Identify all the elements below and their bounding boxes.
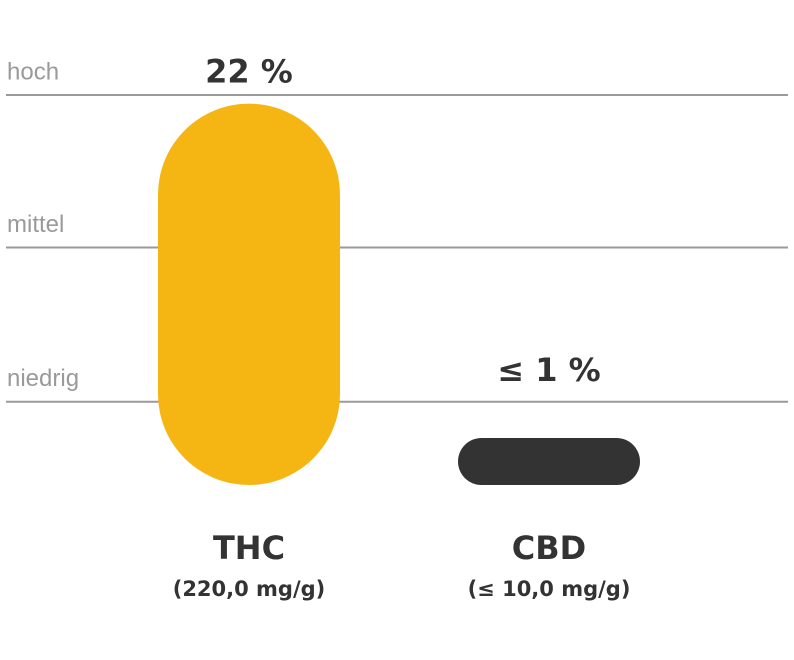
- y-tick-label: mittel: [7, 211, 64, 238]
- y-tick-label: hoch: [7, 58, 59, 85]
- category-detail: (220,0 mg/g): [173, 577, 326, 601]
- value-label: ≤ 1 %: [497, 351, 600, 389]
- value-label: 22 %: [205, 53, 293, 91]
- y-tick-label: niedrig: [7, 365, 79, 392]
- category-label: THC: [213, 529, 285, 567]
- category-detail: (≤ 10,0 mg/g): [468, 577, 631, 601]
- bar: [158, 103, 340, 486]
- bar: [458, 438, 640, 485]
- category-label: CBD: [512, 529, 586, 567]
